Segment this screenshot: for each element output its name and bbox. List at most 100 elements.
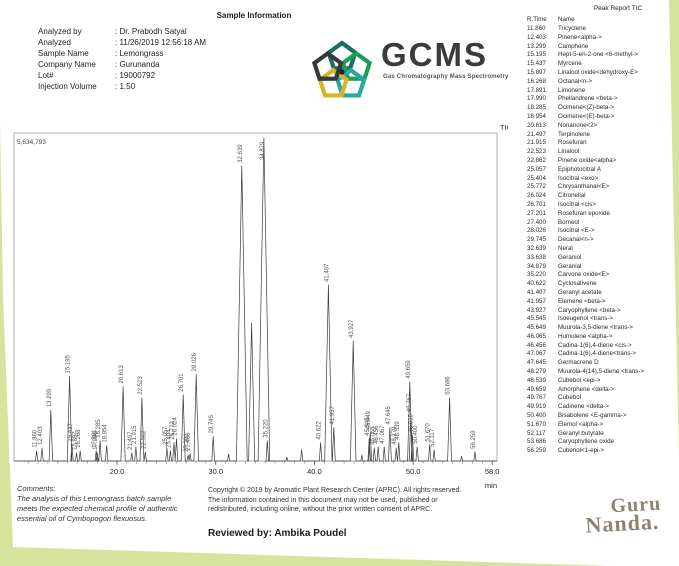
- peak-row-name: Germacrene D: [558, 359, 599, 367]
- peak-row-name: Cubebol <epi->: [558, 376, 601, 384]
- peak-row-time: 51.670: [527, 420, 546, 428]
- peak-rt-label: 49.659: [406, 360, 412, 379]
- peak-row-name: Muurola-4(14),5-diene <trans->: [558, 368, 644, 376]
- sample-info-value: : Dr. Prabodh Satyal: [115, 27, 187, 36]
- peak-rt-label: 26.024: [172, 417, 178, 436]
- peak-row-time: 46.456: [527, 341, 546, 349]
- sample-info-label: Sample Name: [38, 49, 89, 58]
- gcms-logo-pentagon: [311, 50, 344, 81]
- peak-rt-label: 25.772: [170, 421, 176, 440]
- peak-rt-label: 45.545: [365, 417, 371, 436]
- peak-rt-label: 41.407: [324, 263, 330, 282]
- peak-row: 49.919 Cadinene <delta->: [527, 403, 644, 412]
- peak-row-time: 27.400: [527, 218, 546, 226]
- peak-row-time: 15.195: [527, 51, 546, 59]
- tic-chromatogram-chart: 5,634,793 TIC 20.0 30.0 40.0 50.0 58.0 min 11.86…: [13, 123, 508, 490]
- sample-info-row: Analyzed: 11/26/2019 12:56:18 AM: [38, 37, 206, 48]
- peak-row: 21.497 Terpinolene: [527, 131, 644, 140]
- peak-row-name: Geranyl acetate: [558, 288, 602, 296]
- peak-row: 28.026 Isocitral <E->: [527, 227, 644, 236]
- peak-rt-label: 28.026: [192, 352, 198, 371]
- peak-row-time: 20.613: [527, 121, 546, 129]
- comments-block: Comments: The analysis of this Lemongras…: [17, 484, 178, 524]
- peak-rt-label: 45.649: [366, 410, 372, 429]
- peak-rt-label: 12.403: [38, 426, 44, 445]
- peak-row-time: 25.057: [527, 165, 546, 173]
- x-axis-unit: min: [485, 481, 497, 490]
- peak-row-time: 48.279: [527, 368, 546, 376]
- peak-row: 52.117 Geranyl butyrate: [527, 430, 644, 439]
- peak-row-name: Geranial: [558, 262, 582, 270]
- peak-row: 48.279 Muurola-4(14),5-diene <trans->: [527, 368, 644, 377]
- peak-row: 34.879 Geranial: [527, 263, 644, 272]
- gcms-logo-pentagon: [326, 40, 358, 71]
- sample-info-value: : 19000792: [115, 71, 156, 80]
- y-scale-label: 5,634,793: [17, 139, 46, 146]
- peak-row-time: 26.701: [527, 200, 546, 208]
- sample-info-label: Company Name: [38, 60, 96, 69]
- peak-row-name: Citronellal: [558, 192, 586, 200]
- peak-row-name: Linalool: [558, 148, 580, 156]
- sample-info-value: : Gurunanda: [115, 60, 160, 69]
- peak-row-name: Phellandrene <beta->: [558, 95, 618, 103]
- peak-rt-label: 21.915: [132, 425, 138, 444]
- peak-rt-label: 15.897: [73, 431, 79, 450]
- peak-row-time: 49.659: [527, 385, 546, 393]
- peak-row-name: Caryophyllene <beta->: [558, 306, 621, 314]
- peak-row-time: 45.649: [527, 324, 546, 332]
- peak-row-time: 15.897: [527, 68, 546, 76]
- peak-row: 22.862 Pinene oxide<alpha>: [527, 157, 644, 166]
- peak-row-name: Pinene oxide<alpha>: [558, 156, 617, 164]
- peak-rt-label: 29.745: [209, 414, 215, 433]
- peak-row-time: 56.259: [527, 447, 546, 455]
- tic-trace: [14, 137, 497, 462]
- comments-line: essential oil of Cymbopogon flexuosus.: [17, 514, 148, 523]
- peak-row: 26.701 Isocitral <cis>: [527, 201, 644, 210]
- peak-row-name: Carvone oxide<E>: [558, 271, 610, 279]
- peak-row-time: 47.645: [527, 359, 546, 367]
- peak-rt-label: 17.990: [93, 431, 99, 450]
- peak-row-time: 22.523: [527, 148, 546, 156]
- peak-row-time: 13.299: [527, 42, 546, 50]
- comments-line: meets the expected chemical profile of a…: [17, 504, 178, 513]
- peak-rt-label: 32.639: [238, 144, 244, 163]
- peak-row: 46.456 Cadina-1(6),4-diene <cis->: [527, 342, 644, 351]
- peak-rt-label: 40.622: [317, 421, 323, 440]
- peak-row: 25.404 Isocitral <exo>: [527, 175, 644, 184]
- peak-row-time: 12.403: [527, 33, 546, 41]
- peak-row: 43.927 Caryophyllene <beta->: [527, 307, 644, 316]
- peak-row: 20.613 Nonanone<2>: [527, 122, 644, 131]
- peak-row-time: 29.745: [527, 236, 546, 244]
- peak-rt-label: 47.067: [380, 425, 386, 444]
- peak-row-name: Epiphotocitral A: [558, 165, 601, 173]
- x-tick-label: 20.0: [110, 467, 125, 476]
- peak-row-time: 43.927: [527, 306, 546, 314]
- peak-row-name: Ocimene<(E)-beta->: [558, 112, 615, 120]
- sample-info-value: : 1.50: [115, 82, 136, 91]
- peak-row: 17.990 Phellandrene <beta->: [527, 95, 644, 104]
- peak-rt-label: 56.259: [471, 430, 477, 449]
- peak-row-name: Humulene <alpha->: [558, 332, 613, 340]
- peak-row: 48.539 Cubebol <epi->: [527, 377, 644, 386]
- peak-row-name: Bisabolene <E-gamma->: [558, 412, 627, 420]
- peak-row: 15.897 Linalool oxide<dehydroxy-E>: [527, 69, 644, 78]
- peak-rt-label: 49.919: [408, 413, 414, 432]
- peak-row-time: 25.404: [527, 174, 546, 182]
- peak-row: 49.767 Cubebol: [527, 394, 644, 403]
- x-tick-label: 40.0: [307, 467, 322, 476]
- peak-row: 25.772 Chrysanthanal<E>: [527, 183, 644, 192]
- sample-info-row: Lot#: 19000792: [38, 70, 206, 81]
- peak-row-name: Decanal<n->: [558, 236, 594, 244]
- peak-row: 27.400 Borneol: [527, 219, 644, 228]
- peak-row-name: Isocitral <exo>: [558, 174, 599, 182]
- peak-row-time: 49.767: [527, 394, 546, 402]
- peak-row-name: Camphene: [558, 42, 589, 50]
- peak-row-name: Geranyl butyrate: [558, 429, 604, 437]
- gcms-logo-text: GCMS: [381, 36, 488, 73]
- sample-info-row: Company Name : Gurunanda: [38, 59, 206, 70]
- peak-row-time: 49.919: [527, 403, 546, 411]
- peak-rt-label: 34.879: [260, 141, 266, 160]
- peak-row-name: Elemene <beta->: [558, 297, 606, 305]
- peak-row-name: Rosefuran: [558, 139, 587, 147]
- peak-rt-label: 26.701: [179, 373, 185, 392]
